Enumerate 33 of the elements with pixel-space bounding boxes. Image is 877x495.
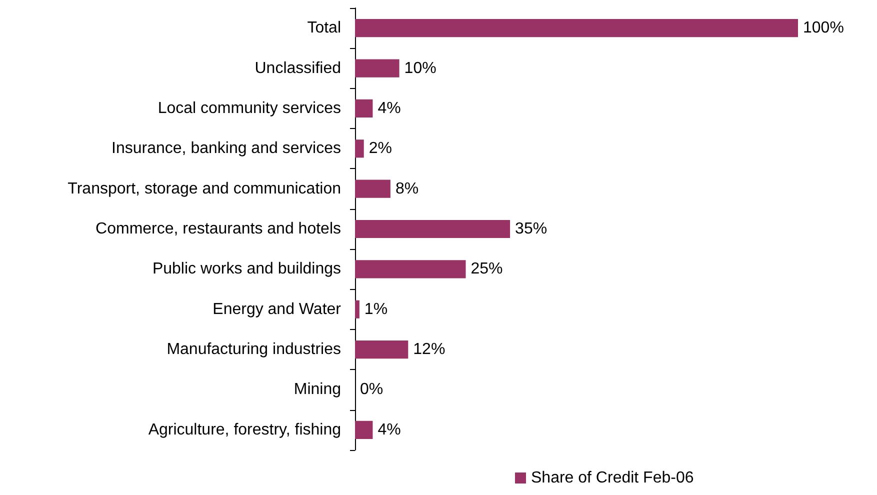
data-label: 25% <box>470 260 503 278</box>
y-tick-label: Manufacturing industries <box>166 341 341 358</box>
bar <box>355 180 390 198</box>
data-label: 0% <box>360 381 384 398</box>
data-label: 35% <box>515 220 548 238</box>
y-tick-label: Agriculture, forestry, fishing <box>148 421 341 438</box>
bar <box>355 340 408 359</box>
bar <box>355 220 510 238</box>
data-label: 12% <box>413 341 446 358</box>
bar <box>355 99 373 118</box>
y-tick-label: Commerce, restaurants and hotels <box>96 220 341 238</box>
legend-label: Share of Credit Feb-06 <box>531 470 694 486</box>
data-label: 4% <box>378 421 401 438</box>
y-tick-label: Energy and Water <box>212 300 342 318</box>
data-label: 10% <box>404 60 436 77</box>
bar <box>355 420 373 439</box>
y-tick-label: Mining <box>294 381 341 398</box>
bar <box>355 140 364 158</box>
bar <box>355 300 360 318</box>
bar <box>355 260 466 278</box>
bar <box>355 59 400 78</box>
y-tick-label: Public works and buildings <box>152 260 341 278</box>
data-label: 100% <box>803 20 844 37</box>
data-label: 8% <box>395 180 419 198</box>
y-tick-label: Total <box>307 20 341 37</box>
y-tick-label: Local community services <box>158 100 341 117</box>
y-tick-label: Transport, storage and communication <box>68 180 341 198</box>
data-label: 2% <box>368 140 392 158</box>
y-tick-label: Unclassified <box>254 60 341 77</box>
data-label: 4% <box>378 100 401 117</box>
bar <box>355 19 798 38</box>
y-tick-label: Insurance, banking and services <box>112 140 341 158</box>
data-label: 1% <box>364 300 388 318</box>
